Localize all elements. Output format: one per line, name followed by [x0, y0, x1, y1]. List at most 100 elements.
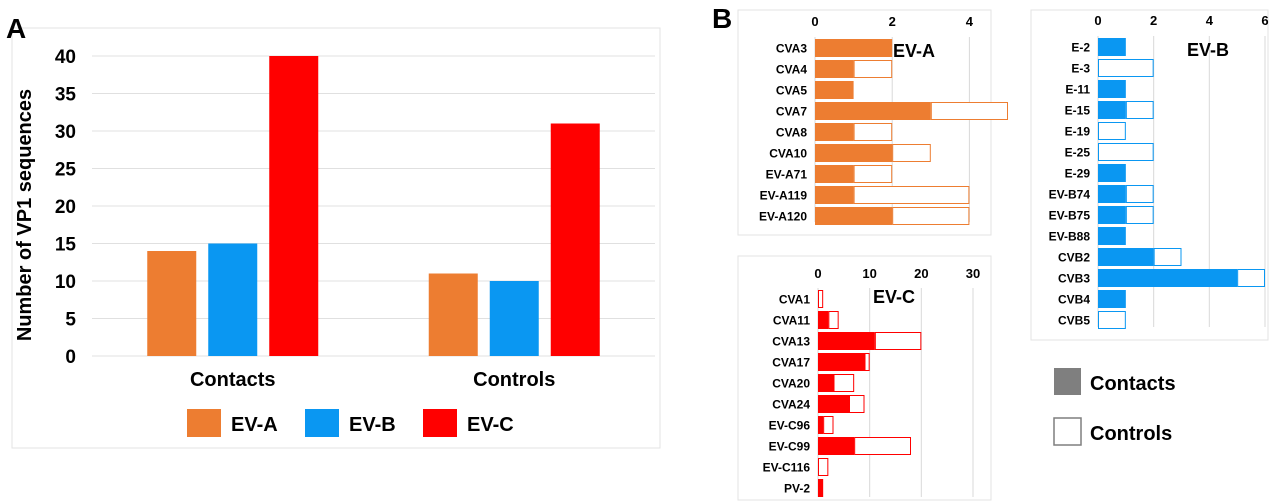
panel-a-y-ticks: 0 5 10 15 20 25 30 35 40 [55, 47, 77, 368]
bar-contacts-cva24 [818, 395, 849, 413]
bar-contacts-ev-b [208, 243, 258, 356]
bar-controls-cva8 [853, 123, 893, 141]
bar-controls-ev-c [550, 123, 600, 356]
legend-label-ev-c: EV-C [467, 414, 514, 436]
bar-contacts-cvb4 [1098, 290, 1126, 308]
category-label: CVA5 [776, 84, 807, 98]
bar-controls-ev-a119 [853, 186, 970, 204]
bar-contacts-cva5 [815, 81, 854, 99]
bar-controls-cva17 [864, 353, 870, 371]
bar-controls-ev-c116 [818, 458, 829, 476]
bar-controls-cva1 [818, 290, 824, 308]
bar-contacts-e-11 [1098, 80, 1126, 98]
ev-b-chart: 0 2 4 6 E-2 E-3 E-11 E-15 E-19 E-25 E-29 EV-B74 EV-B… [1049, 13, 1269, 329]
category-label: CVA4 [776, 63, 807, 77]
bar-contacts-cva20 [818, 374, 834, 392]
category-label: E-3 [1071, 62, 1090, 76]
category-label: EV-B74 [1049, 188, 1091, 202]
category-label: CVA3 [776, 42, 807, 56]
bar-controls-ev-b [489, 281, 539, 356]
x-tick-label: 2 [1150, 13, 1157, 28]
bar-contacts-ev-c [269, 56, 319, 356]
panel-a-categories: Contacts Controls [190, 369, 555, 391]
panel-a-frame [11, 27, 661, 449]
bar-controls-ev-a [428, 273, 478, 356]
legend-contacts-label: Contacts [1090, 373, 1176, 395]
bar-controls-cva11 [828, 311, 839, 329]
legend-controls-swatch [1053, 417, 1082, 446]
category-label: EV-B88 [1049, 230, 1091, 244]
bar-contacts-ev-a119 [815, 186, 854, 204]
x-tick-label: 0 [1094, 13, 1101, 28]
x-tick-label: 20 [914, 266, 928, 281]
y-tick-label: 40 [55, 47, 76, 68]
bar-controls-ev-a71 [853, 165, 893, 183]
x-tick-label: 10 [862, 266, 876, 281]
category-label: E-15 [1065, 104, 1091, 118]
bar-contacts-cva7 [815, 102, 931, 120]
x-category-label: Controls [473, 369, 555, 391]
category-label: EV-A120 [759, 210, 807, 224]
bar-contacts-ev-b74 [1098, 185, 1126, 203]
ev-c-chart: 0 10 20 30 CVA1 CVA11 CVA13 CVA17 CVA20 CVA24 EV-C… [763, 266, 980, 497]
category-label: CVA7 [776, 105, 807, 119]
bar-controls-ev-b74 [1125, 185, 1154, 203]
legend-swatch-ev-c [423, 409, 457, 437]
x-tick-label: 0 [814, 266, 821, 281]
bar-controls-cva10 [892, 144, 931, 162]
category-label: E-25 [1065, 146, 1091, 160]
category-label: CVA8 [776, 126, 807, 140]
bar-contacts-ev-b75 [1098, 206, 1126, 224]
x-tick-label: 30 [966, 266, 980, 281]
bar-contacts-cva3 [815, 39, 893, 57]
y-tick-label: 15 [55, 235, 77, 256]
category-label: E-29 [1065, 167, 1091, 181]
bar-controls-cva24 [849, 395, 865, 413]
bar-controls-cvb2 [1153, 248, 1182, 266]
bar-controls-e-15 [1125, 101, 1154, 119]
panel-b-label: B [712, 3, 732, 34]
ev-b-frame [1030, 9, 1269, 341]
legend-label-ev-a: EV-A [231, 414, 278, 436]
bar-controls-e-3 [1098, 59, 1154, 77]
category-label: CVA17 [772, 356, 810, 370]
bar-controls-ev-c99 [854, 437, 912, 455]
category-label: CVB4 [1058, 293, 1090, 307]
ev-c-frame [737, 255, 992, 501]
x-tick-label: 6 [1261, 13, 1268, 28]
subchart-title: EV-A [893, 41, 935, 61]
bar-controls-cvb5 [1098, 311, 1126, 329]
bar-contacts-ev-c99 [818, 437, 855, 455]
bar-contacts-e-15 [1098, 101, 1126, 119]
bar-controls-cva4 [853, 60, 893, 78]
bar-controls-cvb3 [1237, 269, 1265, 287]
legend-swatch-ev-a [187, 409, 221, 437]
bar-controls-ev-b75 [1125, 206, 1154, 224]
x-tick-label: 4 [966, 14, 974, 29]
category-label: EV-C116 [763, 461, 811, 475]
category-label: CVA24 [772, 398, 810, 412]
bar-contacts-e-29 [1098, 164, 1126, 182]
category-label: EV-C99 [769, 440, 811, 454]
legend-label-ev-b: EV-B [349, 414, 396, 436]
category-label: EV-C96 [769, 419, 811, 433]
y-tick-label: 20 [55, 197, 76, 218]
bar-contacts-ev-a120 [815, 207, 893, 225]
x-tick-label: 0 [811, 14, 818, 29]
bar-contacts-ev-b88 [1098, 227, 1126, 245]
category-label: CVB2 [1058, 251, 1090, 265]
category-label: EV-A71 [766, 168, 808, 182]
bar-controls-e-19 [1098, 122, 1126, 140]
category-label: CVA20 [772, 377, 810, 391]
category-label: CVA11 [773, 314, 810, 328]
subchart-title: EV-B [1187, 40, 1229, 60]
x-category-label: Contacts [190, 369, 276, 391]
legend-controls-label: Controls [1090, 423, 1172, 445]
x-tick-label: 4 [1206, 13, 1214, 28]
category-label: E-11 [1065, 83, 1090, 97]
bar-contacts-cva10 [815, 144, 893, 162]
bar-controls-ev-c96 [823, 416, 834, 434]
bar-controls-cva7 [930, 102, 1008, 120]
bar-contacts-cvb2 [1098, 248, 1154, 266]
